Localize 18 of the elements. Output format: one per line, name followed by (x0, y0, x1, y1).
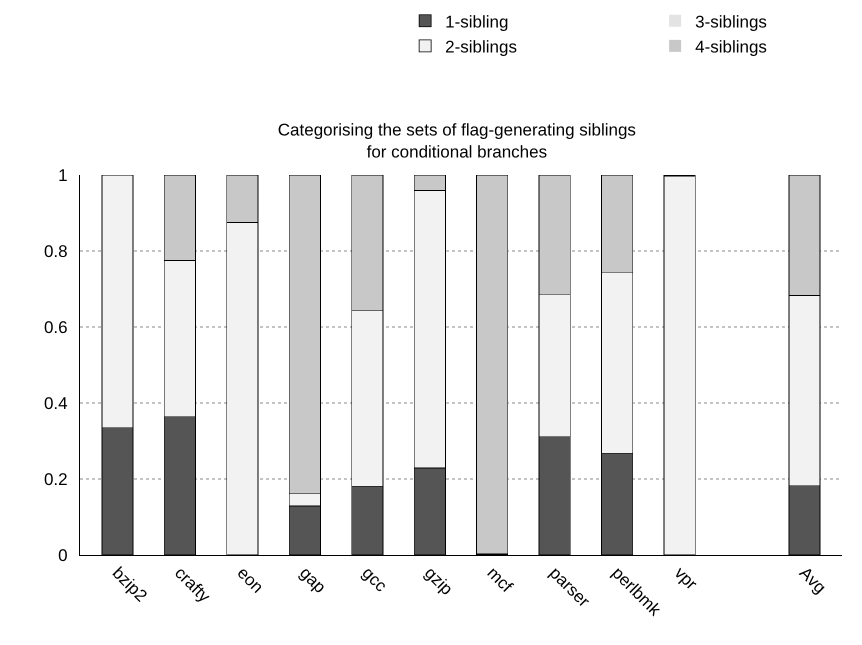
x-tick-label: gcc (358, 563, 391, 596)
y-tick-label: 0.6 (44, 318, 68, 337)
y-tick-label: 0 (58, 546, 68, 565)
x-tick-label: Avg (796, 563, 830, 598)
legend-label: 2-siblings (445, 38, 517, 57)
legend-label: 1-sibling (445, 12, 508, 32)
chart-title: Categorising the sets of flag-generating siblings for conditional branches (278, 120, 636, 162)
y-tick-label: 0.2 (44, 470, 68, 489)
legend-label: 3-siblings (695, 12, 767, 32)
x-tick-label: eon (234, 563, 268, 597)
legend-label: 4-siblings (695, 38, 767, 57)
y-tick-label: 0.8 (44, 242, 68, 261)
x-tick-label: gap (296, 563, 330, 597)
y-tick-label: 1 (58, 166, 68, 185)
x-tick-label: gzip (420, 563, 456, 599)
y-tick-label: 0.4 (44, 394, 68, 413)
x-tick-label: mcf (483, 563, 516, 596)
x-tick-label: vpr (670, 563, 702, 594)
